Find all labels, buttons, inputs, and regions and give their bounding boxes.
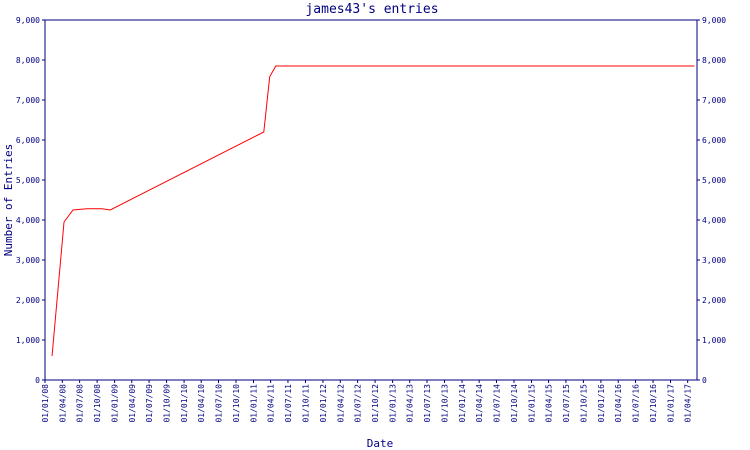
x-tick-label: 01/01/09 xyxy=(111,384,120,423)
x-tick-label: 01/10/08 xyxy=(93,384,102,423)
x-axis-label: Date xyxy=(367,437,394,450)
x-tick-label: 01/04/14 xyxy=(475,384,484,423)
x-tick-label: 01/07/16 xyxy=(632,384,641,423)
x-tick-label: 01/07/10 xyxy=(215,384,224,423)
x-tick-label: 01/10/13 xyxy=(441,384,450,423)
y-tick-label: 0 xyxy=(35,376,40,385)
y-tick-label: 3,000 xyxy=(16,256,40,265)
x-tick-label: 01/10/11 xyxy=(301,384,310,423)
y-tick-label: 5,000 xyxy=(16,176,40,185)
x-tick-label: 01/10/10 xyxy=(232,384,241,423)
x-tick-label: 01/01/10 xyxy=(180,384,189,423)
x-tick-label: 01/04/15 xyxy=(545,384,554,423)
x-tick-label: 01/04/11 xyxy=(267,384,276,423)
x-tick-label: 01/01/08 xyxy=(41,384,50,423)
y2-tick-label: 8,000 xyxy=(702,56,726,65)
y-tick-label: 7,000 xyxy=(16,96,40,105)
y-tick-label: 4,000 xyxy=(16,216,40,225)
x-tick-label: 01/10/12 xyxy=(371,384,380,423)
x-tick-label: 01/07/12 xyxy=(354,384,363,423)
x-tick-label: 01/01/14 xyxy=(458,384,467,423)
y2-tick-label: 4,000 xyxy=(702,216,726,225)
x-tick-label: 01/04/13 xyxy=(406,384,415,423)
y2-tick-label: 5,000 xyxy=(702,176,726,185)
x-tick-label: 01/04/10 xyxy=(197,384,206,423)
x-tick-label: 01/10/09 xyxy=(163,384,172,423)
plot-frame xyxy=(44,19,698,381)
x-tick-label: 01/07/13 xyxy=(423,384,432,423)
x-tick-label: 01/07/08 xyxy=(76,384,85,423)
x-tick-label: 01/10/14 xyxy=(510,384,519,423)
y2-tick-label: 3,000 xyxy=(702,256,726,265)
x-tick-label: 01/01/13 xyxy=(389,384,398,423)
x-tick-label: 01/01/15 xyxy=(527,384,536,423)
data-line xyxy=(51,65,695,357)
y2-tick-label: 9,000 xyxy=(702,16,726,25)
y-tick-label: 6,000 xyxy=(16,136,40,145)
x-tick-label: 01/07/15 xyxy=(562,384,571,423)
y-tick-label: 9,000 xyxy=(16,16,40,25)
x-tick-label: 01/04/09 xyxy=(128,384,137,423)
x-tick-label: 01/04/08 xyxy=(58,384,67,423)
y2-tick-label: 6,000 xyxy=(702,136,726,145)
x-tick-label: 01/07/09 xyxy=(145,384,154,423)
y-tick-label: 2,000 xyxy=(16,296,40,305)
x-tick-label: 01/01/12 xyxy=(319,384,328,423)
x-tick-label: 01/10/16 xyxy=(649,384,658,423)
x-tick-label: 01/04/16 xyxy=(614,384,623,423)
x-tick-label: 01/10/15 xyxy=(579,384,588,423)
x-tick-label: 01/04/17 xyxy=(684,384,693,423)
x-tick-label: 01/07/14 xyxy=(492,384,501,423)
y2-tick-label: 2,000 xyxy=(702,296,726,305)
x-tick-label: 01/01/17 xyxy=(667,384,676,423)
y-axis-label: Number of Entries xyxy=(2,144,15,257)
y-tick-label: 8,000 xyxy=(16,56,40,65)
x-tick-label: 01/01/11 xyxy=(250,384,259,423)
x-tick-label: 01/01/16 xyxy=(597,384,606,423)
y2-tick-label: 1,000 xyxy=(702,336,726,345)
chart-title: james43's entries xyxy=(305,2,438,17)
x-tick-label: 01/04/12 xyxy=(336,384,345,423)
x-tick-label: 01/07/11 xyxy=(284,384,293,423)
y2-tick-label: 7,000 xyxy=(702,96,726,105)
y-tick-label: 1,000 xyxy=(16,336,40,345)
y2-tick-label: 0 xyxy=(702,376,707,385)
